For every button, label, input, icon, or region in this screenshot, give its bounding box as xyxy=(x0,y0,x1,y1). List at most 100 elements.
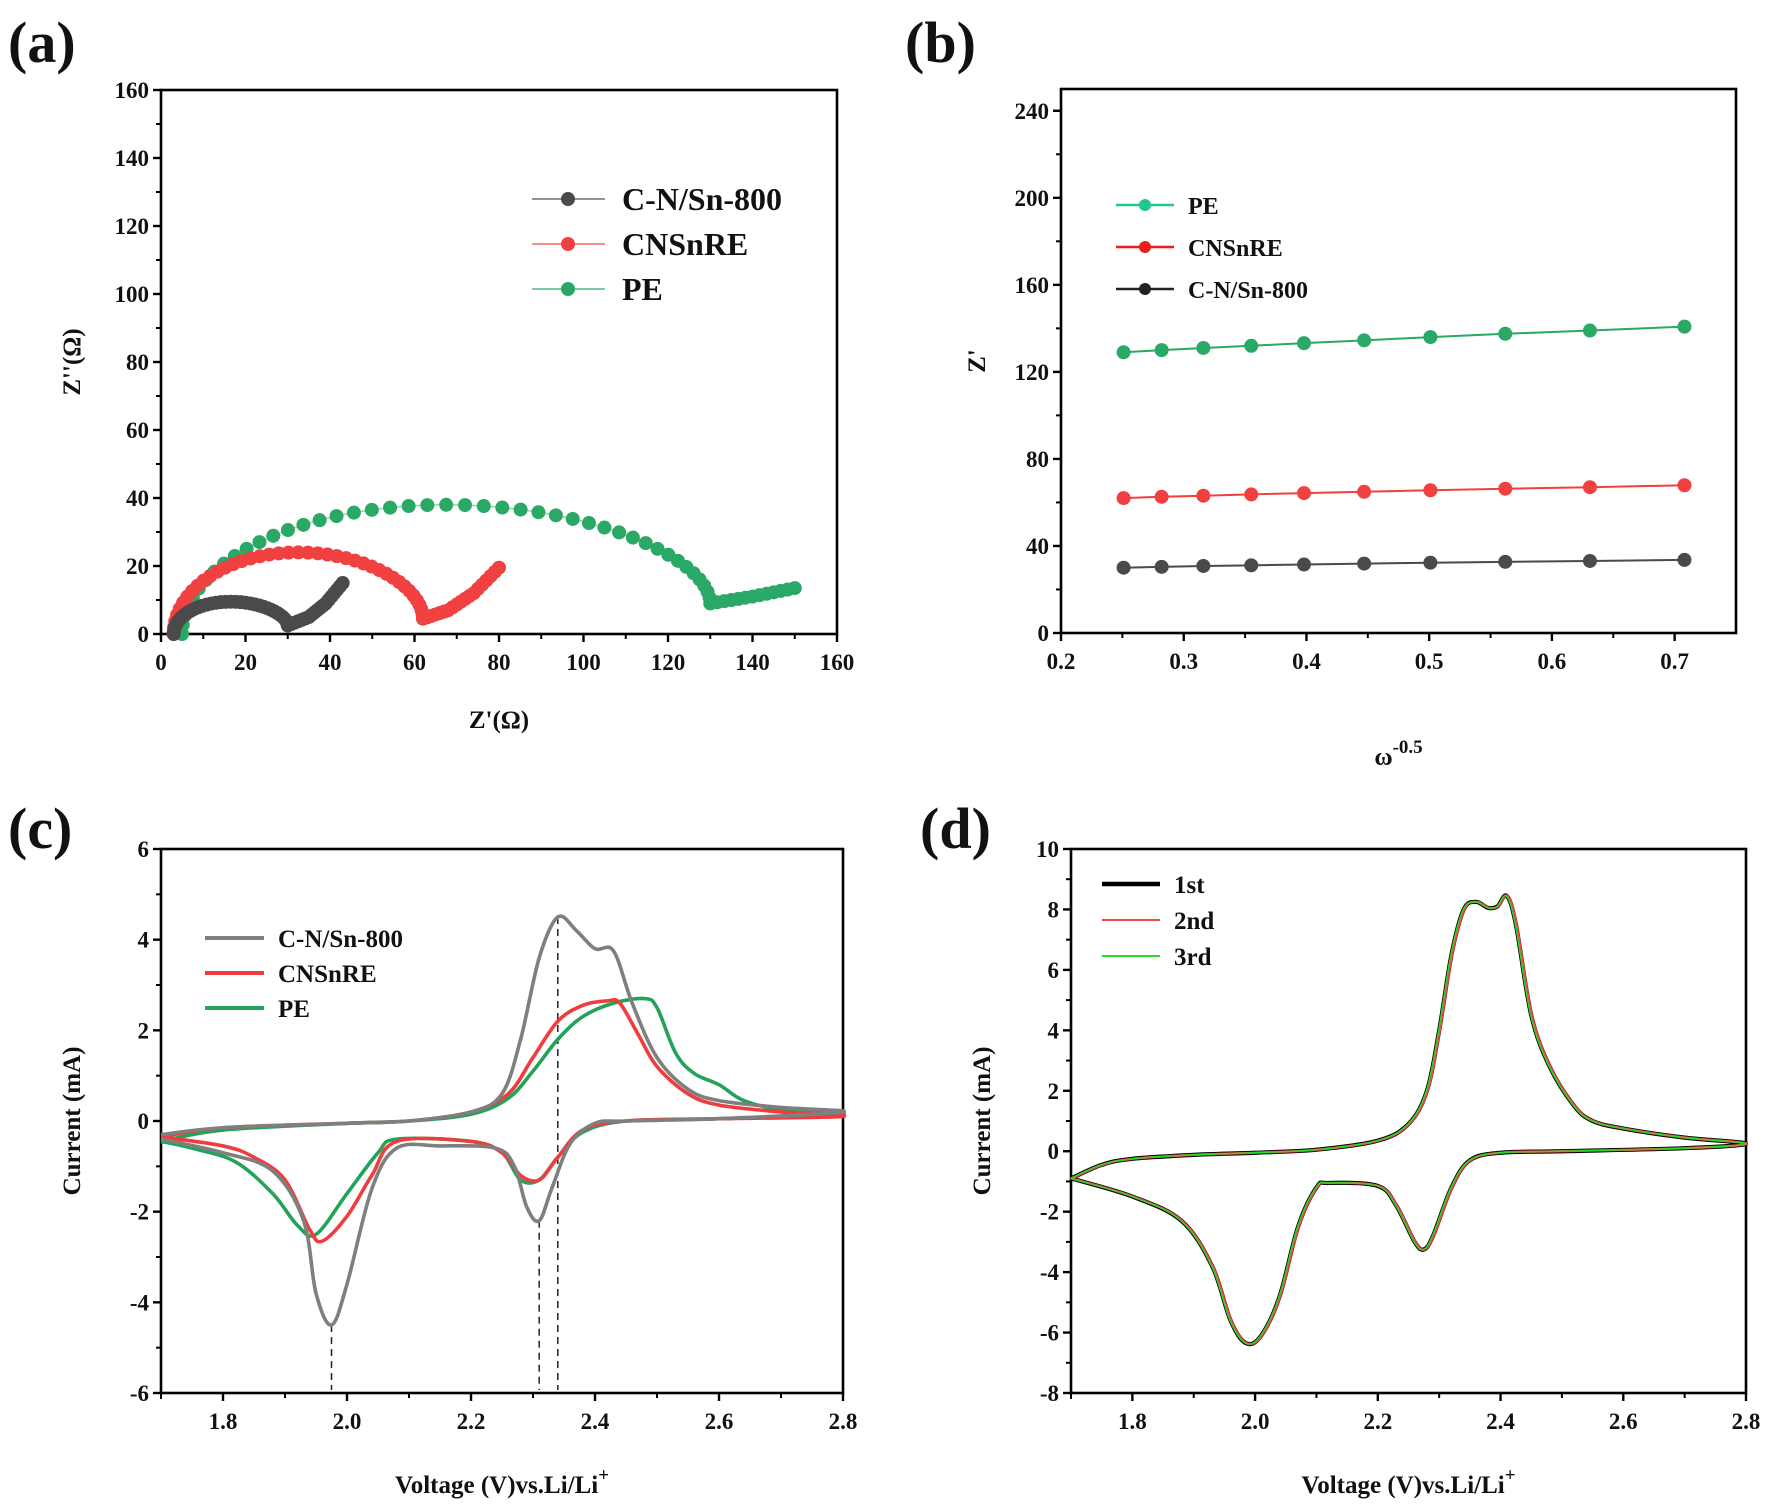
x-axis-title-superscript: -0.5 xyxy=(1393,737,1423,758)
data-point xyxy=(612,525,627,540)
y-tick-label: 100 xyxy=(115,282,150,307)
y-tick-label: 40 xyxy=(126,486,149,511)
x-tick-label: 2.2 xyxy=(1363,1409,1392,1434)
x-tick-label: 40 xyxy=(319,650,342,675)
y-tick-label: -4 xyxy=(130,1290,150,1315)
x-axis-title: Z'(Ω) xyxy=(469,707,529,734)
y-tick-label: 120 xyxy=(115,214,150,239)
cv-curve xyxy=(1071,894,1748,1346)
panel-label: (b) xyxy=(905,10,976,75)
x-tick-label: 1.8 xyxy=(1118,1409,1147,1434)
x-tick-label: 2.8 xyxy=(829,1409,858,1434)
data-point xyxy=(581,516,596,531)
y-axis-title: Z''(Ω) xyxy=(59,328,86,395)
legend-label: 3rd xyxy=(1174,944,1212,971)
data-point xyxy=(1116,560,1131,575)
legend-marker xyxy=(1139,241,1151,253)
series-CNSnRE xyxy=(1116,478,1692,506)
y-tick-label: 10 xyxy=(1036,837,1059,862)
y-tick-label: -2 xyxy=(1040,1200,1059,1225)
data-point xyxy=(458,498,473,513)
x-tick-label: 0.7 xyxy=(1660,649,1689,674)
data-point xyxy=(1154,343,1169,358)
legend: PE CNSnRE C-N/Sn-800 xyxy=(1116,194,1308,304)
panel-label: (c) xyxy=(8,796,72,861)
x-tick-label: 0.3 xyxy=(1169,649,1198,674)
data-point xyxy=(401,499,416,514)
legend-label: C-N/Sn-800 xyxy=(278,926,403,953)
data-point xyxy=(1297,557,1311,572)
x-tick-label: 140 xyxy=(735,650,770,675)
x-tick-label: 60 xyxy=(403,650,426,675)
data-point xyxy=(1677,478,1692,493)
legend-marker xyxy=(561,282,575,296)
y-tick-label: 140 xyxy=(115,146,150,171)
y-tick-label: -2 xyxy=(130,1200,149,1225)
x-axis-title-main: Voltage (V)vs.Li/Li xyxy=(395,1472,598,1499)
y-tick-label: -6 xyxy=(1040,1321,1059,1346)
cv-curve xyxy=(1070,894,1747,1345)
data-point xyxy=(1498,481,1513,496)
x-tick-label: 2.0 xyxy=(333,1409,362,1434)
y-tick-label: 160 xyxy=(1015,273,1050,298)
data-point xyxy=(1423,483,1438,498)
legend: 1st 2nd 3rd xyxy=(1102,872,1214,971)
data-point xyxy=(565,511,580,526)
data-point xyxy=(1297,486,1311,501)
y-tick-label: 40 xyxy=(1026,534,1049,559)
data-point xyxy=(281,545,296,560)
series-3rd xyxy=(1070,894,1747,1345)
data-point xyxy=(548,508,563,523)
y-tick-label: -6 xyxy=(130,1381,149,1406)
data-point xyxy=(1116,491,1131,506)
x-tick-label: 1.8 xyxy=(209,1409,238,1434)
panel-label: (a) xyxy=(8,10,76,75)
data-point xyxy=(476,499,491,514)
y-tick-label: 0 xyxy=(1048,1139,1060,1164)
cv-curve xyxy=(1070,893,1749,1347)
series-CNSnRE xyxy=(160,997,847,1244)
data-point xyxy=(383,500,398,515)
y-tick-label: 200 xyxy=(1015,186,1050,211)
data-point xyxy=(1423,555,1438,570)
legend: C-N/Sn-800 CNSnRE PE xyxy=(205,926,403,1023)
data-point xyxy=(1677,319,1692,334)
data-point xyxy=(787,581,802,596)
data-point xyxy=(1357,556,1372,571)
x-tick-label: 2.6 xyxy=(705,1409,734,1434)
x-axis-title-superscript: + xyxy=(598,1465,609,1486)
data-point xyxy=(1244,487,1259,502)
x-tick-label: 2.2 xyxy=(457,1409,486,1434)
x-axis-title: Voltage (V)vs.Li/Li+ xyxy=(395,1465,609,1499)
x-tick-label: 120 xyxy=(651,650,686,675)
data-point xyxy=(280,523,295,538)
y-axis-title: Current (mA) xyxy=(969,1047,996,1196)
x-tick-label: 160 xyxy=(820,650,855,675)
data-point xyxy=(638,536,653,551)
panel-label: (d) xyxy=(920,796,991,861)
panel-d: (d) -8 -6 -4 -2 0 2 4 6 8 10 1.8 2.0 2.2 2.4 2.6 2.8 Curr… xyxy=(920,796,1760,1499)
axes-frame xyxy=(1059,87,1738,635)
y-axis-title: Z' xyxy=(964,349,991,373)
series-PE xyxy=(1116,319,1692,360)
y-tick-label: 240 xyxy=(1015,99,1050,124)
data-point xyxy=(291,545,306,560)
y-tick-label: 0 xyxy=(1038,621,1050,646)
y-tick-label: 160 xyxy=(115,78,150,103)
data-point xyxy=(1582,323,1597,338)
legend: C-N/Sn-800 CNSnRE PE xyxy=(532,181,782,307)
x-tick-label: 0.5 xyxy=(1415,649,1444,674)
y-tick-label: 2 xyxy=(1048,1079,1060,1104)
data-point xyxy=(1423,330,1438,345)
series-line xyxy=(1123,484,1685,500)
data-point xyxy=(335,576,350,590)
data-point xyxy=(364,502,379,517)
y-tick-label: 80 xyxy=(126,350,149,375)
data-point xyxy=(1498,554,1513,569)
legend-label: C-N/Sn-800 xyxy=(622,181,782,217)
x-axis-title-superscript: + xyxy=(1505,1465,1516,1486)
legend-marker xyxy=(1139,283,1151,295)
y-tick-label: 2 xyxy=(138,1018,150,1043)
legend-label: CNSnRE xyxy=(622,226,748,262)
